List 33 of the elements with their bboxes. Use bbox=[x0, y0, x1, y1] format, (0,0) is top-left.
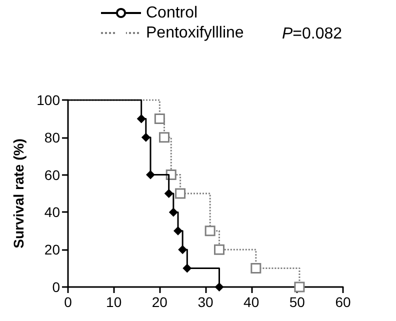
point bbox=[294, 282, 305, 292]
point bbox=[178, 245, 188, 254]
point bbox=[214, 244, 224, 255]
text: P=0.082 bbox=[282, 26, 342, 42]
x-tick-label: 20 bbox=[152, 294, 168, 310]
y-tick-label: 40 bbox=[44, 204, 60, 220]
point bbox=[250, 263, 262, 274]
legend-label: Control bbox=[146, 4, 198, 22]
x-tick-label: 10 bbox=[106, 294, 122, 310]
point bbox=[168, 208, 178, 217]
point bbox=[146, 170, 155, 180]
y-tick-label: 20 bbox=[44, 242, 60, 258]
point bbox=[175, 188, 186, 199]
y-tick-label: 60 bbox=[44, 166, 60, 183]
legend-label: Pentoxifyllline bbox=[146, 24, 244, 42]
point bbox=[204, 226, 216, 236]
point bbox=[214, 282, 224, 292]
x-tick-label: 60 bbox=[335, 294, 351, 310]
point bbox=[141, 132, 150, 142]
y-tick-label: 100 bbox=[36, 92, 60, 108]
point bbox=[154, 113, 165, 124]
y-axis-title: Survival rate (%) bbox=[10, 138, 27, 248]
x-tick-label: 40 bbox=[244, 294, 260, 310]
point bbox=[182, 264, 192, 273]
point bbox=[159, 132, 170, 143]
x-tick-label: 0 bbox=[64, 294, 72, 310]
x-tick-label: 50 bbox=[289, 294, 306, 310]
point bbox=[136, 114, 146, 124]
point bbox=[164, 189, 174, 198]
point bbox=[174, 226, 182, 236]
y-tick-label: 80 bbox=[44, 129, 60, 146]
x-tick-label: 30 bbox=[198, 294, 214, 310]
y-tick-label: 0 bbox=[52, 279, 60, 295]
